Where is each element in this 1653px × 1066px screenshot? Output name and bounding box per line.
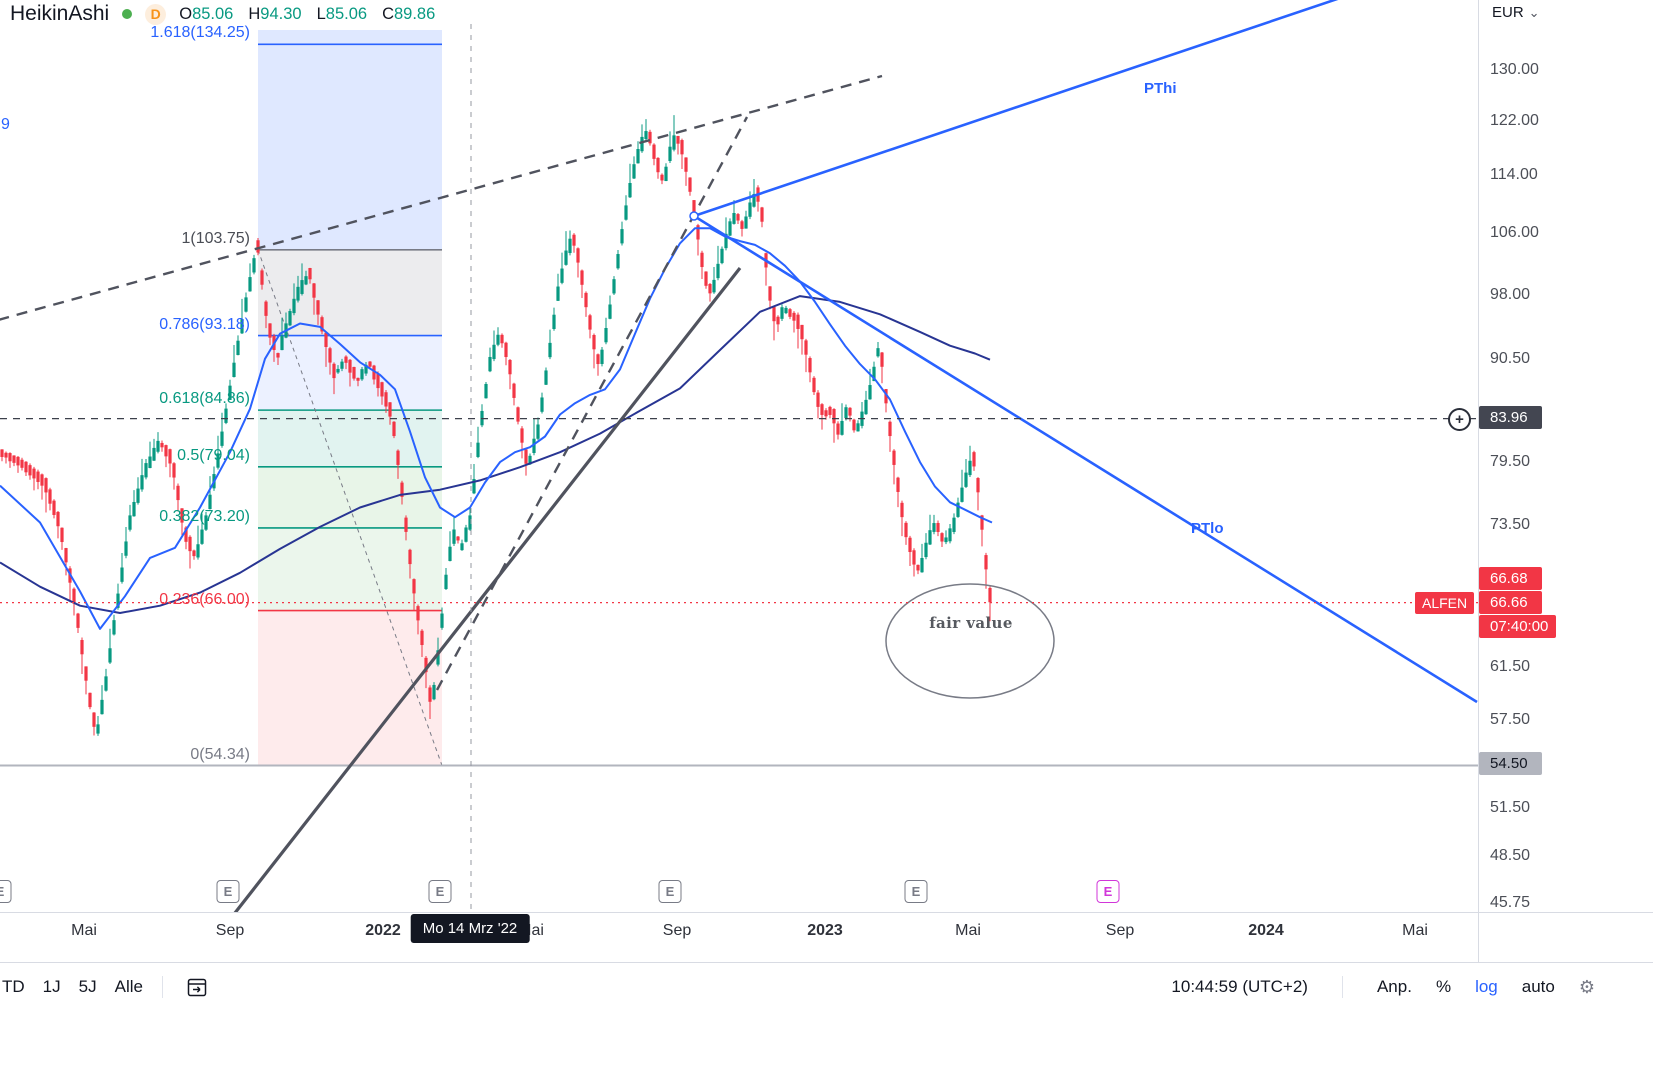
crosshair-price-badge: 83.96 (1479, 406, 1542, 429)
price-axis-tick: 122.00 (1490, 111, 1539, 129)
auto-scale-button[interactable]: auto (1521, 977, 1555, 996)
ohlc-high-value: 94.30 (260, 4, 302, 23)
fib-level-label[interactable]: 1.618(134.25) (150, 24, 250, 42)
ohlc-open-label: O (179, 4, 193, 23)
range-button-ytd[interactable]: TD (2, 977, 25, 996)
earnings-marker[interactable]: E (904, 880, 928, 903)
time-axis-label: Sep (1105, 922, 1135, 939)
currency-selector[interactable]: EUR ⌄ (1492, 4, 1540, 21)
ohlc-close: C89.86 (382, 5, 435, 24)
chart-title: HeikinAshi (10, 2, 110, 25)
range-button-all[interactable]: Alle (114, 977, 143, 996)
price-axis-tick: 114.00 (1490, 165, 1538, 183)
price-line-handle-icon[interactable]: + (1448, 408, 1471, 431)
log-scale-button[interactable]: log (1475, 977, 1498, 996)
chart-pane[interactable]: HeikinAshi D O85.06 H94.30 L85.06 C89.86… (0, 0, 1478, 912)
price-axis-tick: 57.50 (1490, 711, 1531, 729)
fib-level-label[interactable]: 0.382(73.20) (159, 507, 250, 525)
ohlc-low-label: L (316, 4, 326, 23)
fib-level-label[interactable]: 0.5(79.04) (177, 446, 250, 464)
time-axis-label: 2024 (1248, 922, 1284, 939)
price-axis[interactable]: EUR ⌄ 130.00 122.00 114.00 106.00 98.00 90.50… (1479, 0, 1653, 962)
price-axis-tick: 79.50 (1490, 453, 1531, 471)
fib-level-label[interactable]: 0.236(66.00) (159, 590, 250, 608)
price-axis-tick: 51.50 (1490, 799, 1531, 817)
bottom-toolbar: TD 1J 5J Alle 10:44:59 (UTC+2) Anp. % lo… (0, 962, 1653, 1011)
time-axis-label: 2023 (807, 922, 843, 939)
trendline-label-pthi[interactable]: PThi (1144, 80, 1177, 97)
fib-level-label[interactable]: 0(54.34) (190, 745, 250, 763)
price-axis-tick: 73.50 (1490, 515, 1531, 533)
symbol-price-label: ALFEN (1415, 592, 1475, 614)
earnings-marker[interactable]: E (428, 880, 452, 903)
price-badge-high: 66.68 (1479, 567, 1542, 590)
currency-label: EUR (1492, 4, 1524, 21)
price-axis-tick: 45.75 (1490, 893, 1531, 911)
toolbar-separator (161, 976, 163, 998)
ohlc-high-label: H (248, 4, 261, 23)
ohlc-open: O85.06 (179, 5, 233, 24)
ohlc-low: L85.06 (317, 5, 367, 24)
ohlc-values: O85.06 H94.30 L85.06 C89.86 (179, 5, 435, 24)
ohlc-open-value: 85.06 (192, 4, 234, 23)
clipped-price-label: 9 (1, 116, 10, 133)
toolbar-right-group: 10:44:59 (UTC+2) Anp. % log auto ⚙ (1171, 976, 1653, 998)
fib-level-label[interactable]: 0.786(93.18) (159, 315, 250, 333)
price-axis-tick: 48.50 (1490, 847, 1531, 865)
time-axis-label: Mai (71, 922, 97, 939)
price-axis-tick: 130.00 (1490, 61, 1539, 78)
fair-value-annotation[interactable]: fair value (929, 614, 1013, 632)
time-axis-divider (0, 912, 1653, 913)
time-axis-label: Sep (215, 922, 245, 939)
ohlc-close-label: C (382, 4, 394, 23)
price-axis-tick: 98.00 (1490, 286, 1531, 304)
price-chart-svg[interactable] (0, 0, 1478, 912)
price-axis-tick: 106.00 (1490, 223, 1539, 241)
fib-level-label[interactable]: 1(103.75) (181, 229, 251, 247)
earnings-marker[interactable]: E (0, 880, 12, 903)
level-price-badge: 54.50 (1479, 752, 1542, 775)
trendline-label-ptlo[interactable]: PTlo (1191, 520, 1224, 537)
earnings-marker[interactable]: E (216, 880, 240, 903)
fib-level-label[interactable]: 0.618(84.86) (159, 390, 250, 408)
time-axis-label: Mai (955, 922, 981, 939)
time-axis[interactable]: Mai Sep 2022 Mai Sep 2023 Mai Sep 2024 Mai Mo 14 … (0, 913, 1653, 962)
time-axis-label: Mai (1402, 922, 1428, 939)
clock-label[interactable]: 10:44:59 (UTC+2) (1171, 977, 1308, 996)
crosshair-date-badge: Mo 14 Mrz '22 (410, 914, 530, 943)
price-axis-divider (1478, 0, 1479, 962)
earnings-marker[interactable]: E (1096, 880, 1120, 903)
market-status-icon (122, 9, 133, 19)
ohlc-close-value: 89.86 (393, 4, 436, 23)
go-to-date-icon[interactable] (185, 975, 209, 999)
chevron-down-icon: ⌄ (1528, 4, 1540, 20)
ohlc-low-value: 85.06 (325, 4, 368, 23)
price-axis-tick: 61.50 (1490, 657, 1531, 675)
earnings-marker[interactable]: E (658, 880, 682, 903)
bar-countdown-badge: 07:40:00 (1479, 615, 1557, 638)
chart-legend: HeikinAshi D O85.06 H94.30 L85.06 C89.86 (10, 2, 435, 26)
range-button-1y[interactable]: 1J (42, 977, 61, 996)
time-axis-label: 2022 (365, 922, 401, 939)
interval-badge[interactable]: D (145, 3, 167, 25)
ohlc-high: H94.30 (248, 5, 301, 24)
adjust-button[interactable]: Anp. (1376, 977, 1412, 996)
last-price-badge: 66.66 (1479, 591, 1542, 614)
range-button-5y[interactable]: 5J (78, 977, 97, 996)
price-axis-tick: 90.50 (1490, 349, 1531, 367)
settings-gear-icon[interactable]: ⚙ (1578, 976, 1595, 997)
percent-scale-button[interactable]: % (1435, 977, 1452, 996)
time-axis-label: Sep (662, 922, 692, 939)
toolbar-separator (1341, 976, 1343, 998)
